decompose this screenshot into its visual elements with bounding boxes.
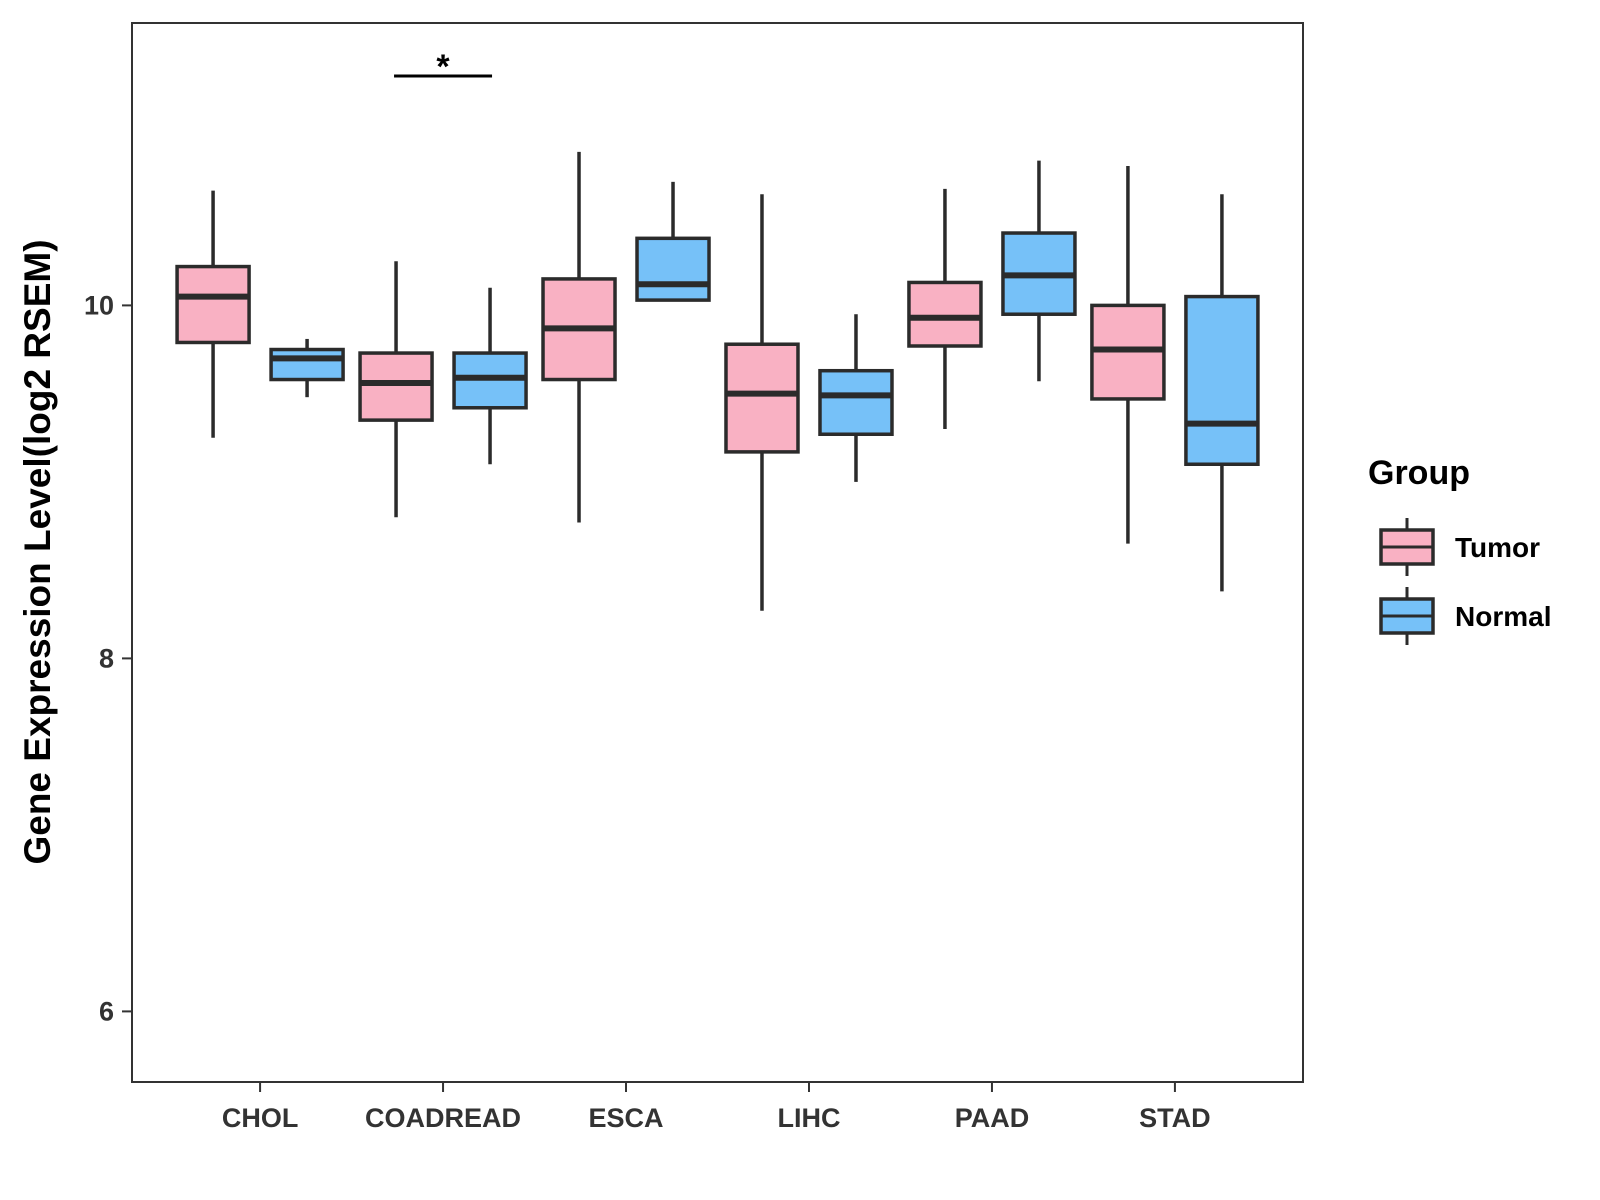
plot-area: 6 8 10 CHOL COADREAD ESCA LIHC PAAD STAD * (84, 22, 1304, 1133)
significance-label: * (436, 48, 450, 86)
box-body (818, 368, 894, 436)
legend: Group Tumor Normal (1368, 454, 1551, 645)
box-tumor-stad (1090, 165, 1166, 544)
box-normal-lihc (818, 314, 894, 482)
x-tick-label-stad: STAD (1139, 1103, 1211, 1133)
box-normal-paad (1001, 160, 1077, 382)
legend-label-tumor: Tumor (1455, 532, 1540, 563)
box-tumor-lihc (724, 194, 800, 611)
box-normal-esca (635, 181, 711, 302)
box-tumor-chol (175, 190, 251, 438)
box-body (724, 342, 800, 454)
box-body (635, 236, 711, 302)
box-normal-coadread (452, 287, 528, 465)
y-tick-label-6: 6 (99, 996, 114, 1026)
panel-border (131, 22, 1304, 1083)
y-tick-label-10: 10 (84, 290, 114, 320)
legend-entry-normal: Normal (1379, 587, 1551, 645)
x-tick-label-lihc: LIHC (777, 1103, 840, 1133)
x-tick-label-chol: CHOL (222, 1103, 299, 1133)
box-body (269, 347, 345, 382)
box-tumor-coadread (358, 261, 434, 518)
legend-title: Group (1368, 454, 1470, 492)
box-tumor-esca (541, 151, 617, 523)
box-body (175, 264, 251, 345)
box-normal-stad (1184, 194, 1260, 592)
box-body (358, 351, 434, 422)
box-tumor-paad (907, 188, 983, 429)
legend-entry-tumor: Tumor (1379, 518, 1540, 576)
y-axis-label: Gene Expression Level(log2 RSEM) (17, 239, 58, 864)
x-tick-label-esca: ESCA (589, 1103, 664, 1133)
legend-label-normal: Normal (1455, 601, 1551, 632)
box-body (907, 280, 983, 348)
x-tick-label-coadread: COADREAD (365, 1103, 521, 1133)
box-normal-chol (269, 338, 345, 398)
box-body (1184, 294, 1260, 467)
x-tick-label-paad: PAAD (955, 1103, 1030, 1133)
y-tick-label-8: 8 (99, 643, 114, 673)
